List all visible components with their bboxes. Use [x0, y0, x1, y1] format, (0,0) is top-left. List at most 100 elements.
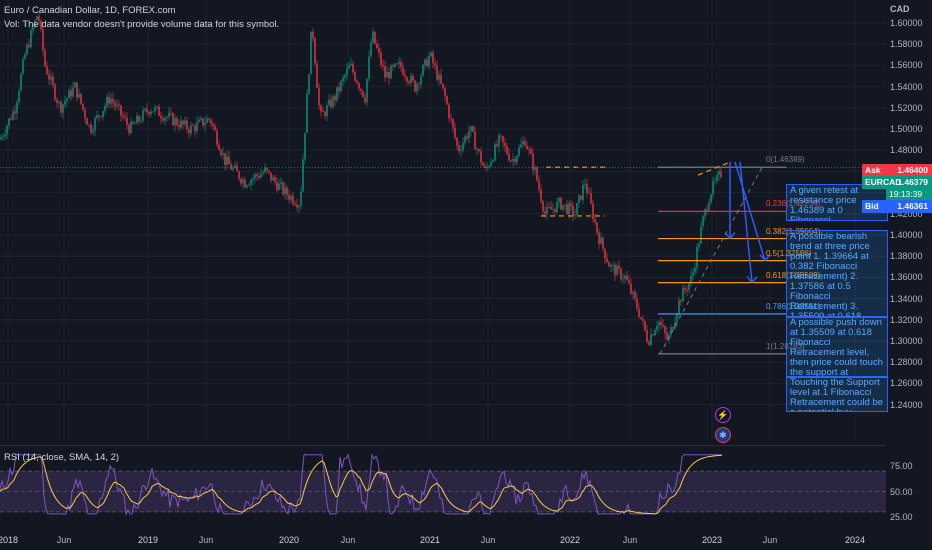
candle-body [592, 203, 594, 220]
candle-body [214, 125, 216, 131]
candle-body [672, 327, 674, 329]
candle-body [232, 167, 234, 170]
candle-body [608, 262, 610, 267]
candle-body [290, 195, 292, 200]
candle-body [342, 77, 344, 82]
candle-body [188, 129, 190, 134]
arrow-head [746, 276, 758, 284]
candle-body [478, 149, 480, 152]
candle-body [106, 96, 108, 106]
candle-body [620, 268, 622, 280]
candle-body [152, 111, 154, 113]
candle-body [222, 152, 224, 155]
candle-body [20, 73, 22, 91]
candle-body [54, 84, 56, 100]
candle-body [720, 171, 722, 178]
candle-body [558, 198, 560, 202]
candle-body [402, 67, 404, 75]
annotation-note-4[interactable]: Touching the Support level at 1 Fibonacc… [786, 376, 888, 412]
candle-body [444, 88, 446, 97]
candle-body [422, 64, 424, 76]
candle-body [338, 87, 340, 92]
candle-body [124, 117, 126, 118]
price-tick: 1.58000 [890, 39, 923, 50]
candle-body [314, 38, 316, 64]
candle-body [246, 185, 248, 188]
candle-body [700, 226, 702, 244]
candle-body [382, 64, 384, 67]
candle-body [642, 318, 644, 321]
candle-body [98, 115, 100, 117]
price-chart[interactable] [0, 0, 886, 440]
candle-body [664, 326, 666, 333]
candle-body [516, 155, 518, 163]
candle-body [438, 74, 440, 80]
candle-body [380, 52, 382, 65]
annotation-note-3[interactable]: A possible push down at 1.35509 at 0.618… [786, 316, 888, 378]
price-axis[interactable]: CAD 1.60000 1.58000 1.56000 1.54000 1.52000 1… [886, 0, 932, 532]
dashed-zone-line [697, 162, 729, 176]
candle-body [280, 182, 282, 184]
candle-body [476, 149, 478, 150]
pane-divider[interactable] [0, 445, 886, 446]
candle-body [218, 144, 220, 151]
candle-body [32, 27, 34, 31]
candle-body [590, 192, 592, 204]
candle-body [166, 116, 168, 118]
candle-body [364, 97, 366, 103]
candle-body [86, 118, 88, 126]
time-label: Jun [340, 535, 356, 545]
candle-body [228, 156, 230, 165]
candle-body [354, 72, 356, 81]
candle-body [24, 54, 26, 60]
candle-body [296, 204, 298, 208]
candle-body [34, 20, 36, 28]
candle-body [326, 105, 328, 117]
last-price-tag: EURCAD 1.46379 [862, 176, 932, 189]
candle-body [618, 265, 620, 269]
candle-body [70, 90, 72, 97]
candle-body [680, 300, 682, 302]
candle-body [88, 124, 90, 126]
candle-body [524, 141, 526, 146]
symbol-legend[interactable]: Euro / Canadian Dollar, 1D, FOREX.com [4, 5, 176, 16]
time-axis[interactable]: 2018 Jun 2019 Jun 2020 Jun 2021 Jun 2022 Jun 2023 J… [0, 532, 886, 550]
fib-level-label: 0.236(1.42234) [766, 199, 821, 209]
candle-body [324, 112, 326, 117]
candle-body [684, 287, 686, 291]
time-label: Jun [622, 535, 638, 545]
annotation-note-2[interactable]: A possible bearish trend at three price … [786, 230, 888, 318]
candle-body [114, 102, 116, 107]
symbol-title: Euro / Canadian Dollar, 1D, FOREX.com [4, 5, 176, 16]
candle-body [132, 121, 134, 124]
candle-body [514, 158, 516, 163]
candle-body [630, 283, 632, 294]
candle-body [656, 325, 658, 331]
candle-body [436, 65, 438, 80]
candle-body [186, 120, 188, 130]
candle-body [410, 75, 412, 83]
candle-body [602, 237, 604, 249]
candle-body [498, 135, 500, 147]
candle-body [328, 99, 330, 106]
projection-arrow [739, 161, 753, 283]
rsi-chart[interactable] [0, 446, 886, 526]
candle-body [148, 112, 150, 115]
event-icon[interactable]: ✱ [715, 427, 731, 443]
candle-body [604, 248, 606, 259]
candle-body [450, 118, 452, 120]
candle-body [240, 178, 242, 184]
candle-body [78, 93, 80, 98]
candle-body [0, 137, 2, 140]
candle-body [562, 205, 564, 210]
time-label: Jun [480, 535, 496, 545]
candle-body [492, 160, 494, 162]
lightning-icon[interactable]: ⚡ [715, 407, 731, 423]
candle-body [38, 16, 40, 22]
candle-body [636, 298, 638, 309]
candle-body [698, 243, 700, 248]
candle-body [182, 120, 184, 125]
candle-body [496, 144, 498, 147]
candle-body [392, 65, 394, 67]
candle-body [490, 161, 492, 167]
